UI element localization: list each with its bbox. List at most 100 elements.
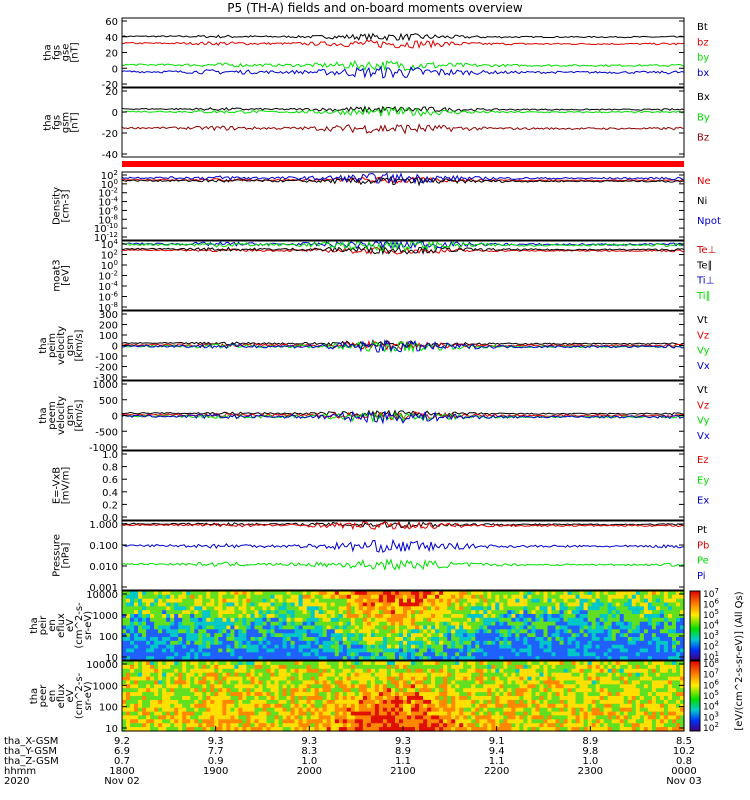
heatmap-cell bbox=[270, 711, 276, 717]
heatmap-cell bbox=[366, 598, 372, 604]
heatmap-cell bbox=[274, 699, 280, 705]
heatmap-cell bbox=[130, 625, 135, 630]
heatmap-cell bbox=[318, 591, 324, 596]
heatmap-cell bbox=[599, 621, 605, 627]
heatmap-cell bbox=[134, 629, 139, 634]
heatmap-cell bbox=[358, 699, 364, 705]
heatmap-cell bbox=[655, 606, 661, 611]
heatmap-cell bbox=[274, 648, 280, 653]
heatmap-cell bbox=[551, 719, 557, 724]
heatmap-cell bbox=[182, 684, 187, 689]
heatmap-cell bbox=[672, 610, 677, 615]
heatmap-cell bbox=[310, 664, 316, 670]
heatmap-cell bbox=[338, 699, 344, 705]
heatmap-cell bbox=[338, 648, 344, 653]
heatmap-cell bbox=[246, 637, 251, 642]
heatmap-cell bbox=[399, 711, 404, 717]
heatmap-cell bbox=[435, 684, 440, 689]
heatmap-cell bbox=[174, 594, 179, 600]
heatmap-cell bbox=[230, 652, 235, 657]
heatmap-cell bbox=[663, 652, 669, 657]
heatmap-cell bbox=[571, 711, 577, 717]
heatmap-cell bbox=[330, 680, 336, 685]
heatmap-cell bbox=[495, 640, 500, 646]
heatmap-cell bbox=[603, 707, 609, 713]
y-tick-label: 0 bbox=[112, 108, 118, 119]
heatmap-cell bbox=[322, 715, 328, 720]
heatmap-cell bbox=[459, 711, 464, 717]
heatmap-cell bbox=[499, 610, 504, 615]
heatmap-cell bbox=[342, 598, 348, 604]
heatmap-cell bbox=[603, 629, 609, 634]
heatmap-cell bbox=[126, 719, 131, 724]
heatmap-cell bbox=[483, 699, 488, 705]
heatmap-cell bbox=[338, 680, 344, 685]
heatmap-cell bbox=[439, 591, 444, 596]
heatmap-cell bbox=[463, 680, 468, 685]
heatmap-cell bbox=[419, 723, 424, 728]
heatmap-cell bbox=[667, 648, 673, 653]
heatmap-cell bbox=[222, 610, 227, 615]
heatmap-cell bbox=[242, 610, 247, 615]
heatmap-cell bbox=[374, 614, 380, 619]
heatmap-cell bbox=[366, 696, 372, 701]
heatmap-cell bbox=[242, 606, 247, 611]
heatmap-cell bbox=[611, 602, 617, 607]
heatmap-cell bbox=[447, 661, 452, 666]
heatmap-cell bbox=[378, 602, 384, 607]
heatmap-cell bbox=[286, 610, 292, 615]
heatmap-cell bbox=[154, 672, 159, 678]
heatmap-cell bbox=[407, 656, 412, 661]
heatmap-cell bbox=[547, 680, 553, 685]
heatmap-cell bbox=[246, 676, 251, 682]
heatmap-cell bbox=[555, 610, 561, 615]
heatmap-cell bbox=[134, 692, 139, 697]
heatmap-cell bbox=[334, 715, 340, 720]
heatmap-cell bbox=[306, 648, 312, 653]
heatmap-cell bbox=[206, 719, 211, 724]
heatmap-cell bbox=[519, 602, 524, 607]
heatmap-cell bbox=[370, 594, 376, 600]
heatmap-cell bbox=[499, 614, 504, 619]
heatmap-cell bbox=[310, 711, 316, 717]
heatmap-cell bbox=[258, 629, 264, 634]
heatmap-cell bbox=[647, 606, 653, 611]
heatmap-cell bbox=[455, 661, 460, 666]
heatmap-cell bbox=[286, 672, 292, 678]
heatmap-cell bbox=[603, 668, 609, 674]
heatmap-cell bbox=[431, 644, 436, 650]
heatmap-cell bbox=[274, 602, 280, 607]
heatmap-cell bbox=[362, 610, 368, 615]
heatmap-cell bbox=[527, 661, 532, 666]
heatmap-cell bbox=[623, 633, 629, 638]
heatmap-cell bbox=[659, 644, 665, 650]
heatmap-cell bbox=[250, 625, 256, 630]
heatmap-cell bbox=[467, 727, 472, 732]
heatmap-cell bbox=[226, 696, 231, 701]
heatmap-cell bbox=[306, 591, 312, 596]
heatmap-cell bbox=[555, 591, 561, 596]
heatmap-cell bbox=[122, 723, 127, 728]
heatmap-cell bbox=[503, 703, 508, 709]
heatmap-cell bbox=[455, 672, 460, 678]
heatmap-cell bbox=[543, 672, 549, 678]
heatmap-cell bbox=[527, 696, 532, 701]
heatmap-cell bbox=[322, 625, 328, 630]
heatmap-cell bbox=[455, 621, 460, 627]
heatmap-cell bbox=[467, 610, 472, 615]
heatmap-cell bbox=[378, 648, 384, 653]
heatmap-cell bbox=[491, 696, 496, 701]
heatmap-cell bbox=[378, 661, 384, 666]
heatmap-cell bbox=[170, 692, 175, 697]
heatmap-cell bbox=[350, 676, 356, 682]
heatmap-cell bbox=[354, 672, 360, 678]
heatmap-cell bbox=[138, 610, 143, 615]
heatmap-cell bbox=[202, 672, 207, 678]
heatmap-cell bbox=[503, 668, 508, 674]
heatmap-cell bbox=[575, 598, 581, 604]
heatmap-cell bbox=[222, 598, 227, 604]
heatmap-cell bbox=[611, 664, 617, 670]
heatmap-cell bbox=[370, 719, 376, 724]
heatmap-cell bbox=[370, 629, 376, 634]
heatmap-cell bbox=[374, 633, 380, 638]
